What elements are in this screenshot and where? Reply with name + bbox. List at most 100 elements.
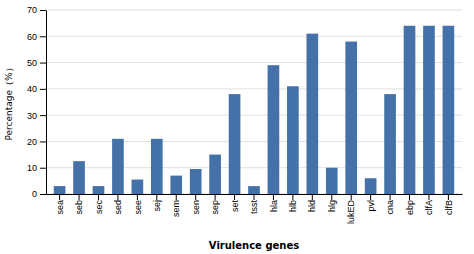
y-tick: 20: [27, 137, 46, 147]
x-tick-mark: [117, 194, 118, 200]
y-tick: 30: [27, 111, 46, 121]
y-tick-mark: [40, 36, 46, 37]
x-tick-mark: [370, 194, 371, 200]
x-tick: seb: [74, 194, 84, 215]
y-tick-label: 40: [27, 84, 37, 94]
x-tick-label: sem: [171, 200, 181, 217]
x-tick: sem: [171, 194, 181, 217]
x-tick-mark: [409, 194, 410, 200]
x-axis-title: Virulence genes: [209, 240, 299, 251]
x-tick-mark: [448, 194, 449, 200]
x-tick-label: lukED: [346, 200, 356, 225]
x-tick: hld: [307, 194, 317, 212]
x-tick-mark: [59, 194, 60, 200]
x-tick: see: [133, 194, 143, 215]
x-tick-mark: [195, 194, 196, 200]
grid: [46, 10, 462, 194]
x-tick-mark: [428, 194, 429, 200]
grid-line: [46, 36, 462, 37]
grid-line: [46, 167, 462, 168]
y-tick-mark: [40, 168, 46, 169]
y-tick-label: 70: [27, 5, 37, 15]
y-tick-mark: [40, 115, 46, 116]
x-tick: sec: [94, 194, 104, 214]
grid-line: [46, 62, 462, 63]
y-axis: 0 10 20 30 40 50 60 70: [27, 5, 47, 199]
x-tick-label: hlb: [288, 200, 298, 212]
bar: [209, 155, 221, 194]
x-tick-mark: [137, 194, 138, 200]
chart: seasebsecsedseesejsemsensepsettssthlahlb…: [0, 0, 474, 254]
x-axis: seasebsecsedseesejsemsensepsettssthlahlb…: [47, 194, 463, 224]
y-tick: 10: [27, 163, 46, 173]
y-tick-mark: [40, 63, 46, 64]
y-axis-line: [46, 11, 47, 195]
x-tick-label: set: [230, 200, 240, 213]
x-tick: hlb: [288, 194, 298, 212]
x-tick-label: sep: [210, 200, 220, 215]
x-tick-label: hlg: [327, 200, 337, 212]
bar: [306, 34, 318, 194]
y-tick-label: 20: [27, 137, 37, 147]
x-tick-mark: [79, 194, 80, 200]
bar: [326, 168, 338, 194]
y-tick: 70: [27, 5, 46, 15]
x-tick: ebp: [405, 194, 415, 215]
plot: seasebsecsedseesejsemsensepsettssthlahlb…: [27, 5, 463, 224]
bar: [229, 94, 241, 194]
x-tick-label: seb: [74, 200, 84, 215]
bar: [365, 178, 377, 194]
bar: [151, 139, 163, 194]
bar: [384, 94, 396, 194]
bar: [93, 186, 105, 194]
y-tick: 50: [27, 58, 46, 68]
bar: [345, 42, 357, 194]
x-tick-label: sen: [191, 200, 201, 215]
x-tick-mark: [215, 194, 216, 200]
bar: [54, 186, 66, 194]
bar: [268, 65, 280, 194]
x-tick-label: tsst: [249, 200, 259, 215]
y-tick-label: 50: [27, 58, 37, 68]
x-tick: tsst: [249, 194, 259, 214]
y-tick: 60: [27, 32, 46, 42]
x-tick-mark: [254, 194, 255, 200]
x-tick-mark: [98, 194, 99, 200]
x-tick-label: cna: [385, 200, 395, 215]
y-tick-mark: [40, 141, 46, 142]
x-tick-mark: [331, 194, 332, 200]
x-tick-label: clfB: [444, 200, 454, 215]
x-tick-label: pvl: [366, 200, 376, 212]
x-tick-label: clfA: [424, 200, 434, 215]
bars: [54, 26, 454, 194]
y-tick-label: 30: [27, 111, 37, 121]
bar: [170, 176, 182, 194]
grid-line: [46, 115, 462, 116]
y-axis-title: Percentage（%）: [4, 63, 14, 140]
x-tick-label: sed: [113, 200, 123, 215]
x-tick-label: sec: [94, 200, 104, 215]
x-tick-label: sea: [55, 200, 65, 215]
y-tick: 0: [32, 189, 46, 199]
grid-line: [46, 10, 462, 11]
x-tick-mark: [351, 194, 352, 200]
x-tick: pvl: [366, 194, 376, 212]
x-tick: sen: [191, 194, 201, 215]
x-tick-mark: [292, 194, 293, 200]
x-tick: sed: [113, 194, 123, 215]
x-tick-label: hla: [269, 200, 279, 212]
bar: [73, 161, 85, 194]
bar: [190, 169, 202, 194]
x-tick-label: ebp: [405, 200, 415, 215]
x-tick: hla: [269, 194, 279, 212]
x-tick: hlg: [327, 194, 337, 212]
x-tick: clfA: [424, 194, 434, 215]
x-tick: clfB: [444, 194, 454, 215]
x-tick-label: see: [133, 200, 143, 215]
bar: [443, 26, 455, 194]
bar: [404, 26, 416, 194]
y-tick-label: 0: [32, 189, 37, 199]
x-tick-mark: [390, 194, 391, 200]
bar: [112, 139, 124, 194]
y-tick: 40: [27, 84, 46, 94]
